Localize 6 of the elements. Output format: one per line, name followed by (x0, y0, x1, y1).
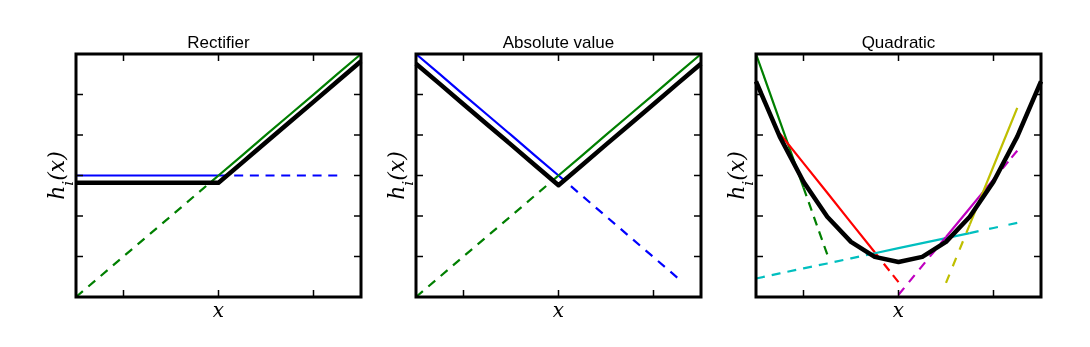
x-axis-title: x (212, 298, 225, 322)
chart-title: Quadratic (861, 33, 936, 52)
x-axis-title: x (892, 298, 905, 322)
chart-title: Rectifier (187, 33, 251, 52)
x-axis-title: x (552, 298, 565, 322)
chart-title: Absolute value (502, 33, 615, 52)
